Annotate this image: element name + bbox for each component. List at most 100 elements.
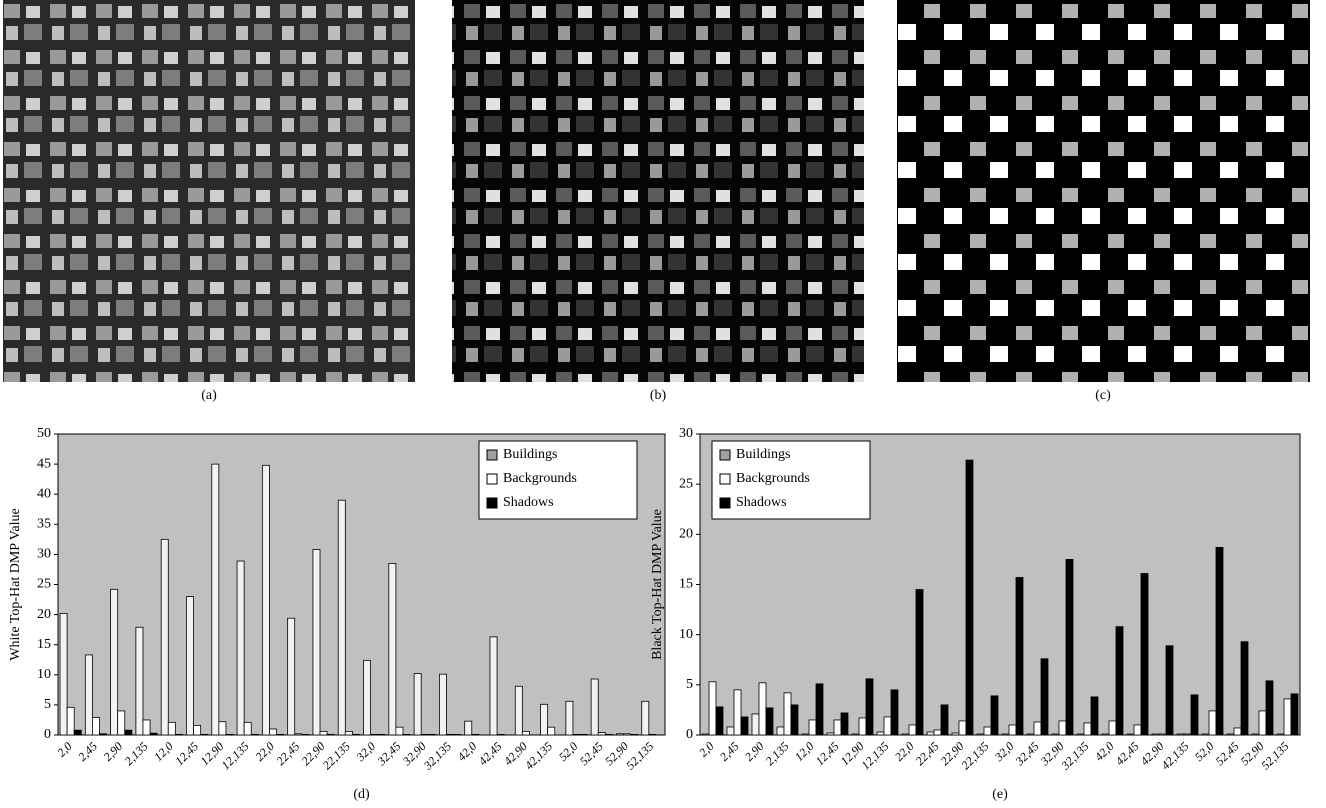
y-axis-label: Black Top-Hat DMP Value (650, 509, 665, 660)
bar (541, 704, 548, 735)
y-tick-label: 25 (37, 577, 51, 592)
bar (884, 717, 891, 735)
bar (624, 734, 631, 735)
bar (548, 727, 555, 735)
bar (295, 734, 302, 735)
bar (125, 730, 132, 735)
bar (1166, 646, 1173, 735)
bar (1191, 695, 1198, 735)
bar (1159, 734, 1166, 735)
bar (302, 734, 309, 735)
x-tick-label: 2,90 (101, 739, 126, 764)
legend-swatch (720, 450, 730, 460)
bar (85, 655, 92, 735)
bar (752, 714, 759, 735)
bar (175, 734, 182, 735)
panel-caption: (b) (650, 388, 667, 403)
x-tick-label: 52,45 (1213, 739, 1242, 768)
bar (288, 618, 295, 735)
figure: (a) (b) (c) 051015202530354045502,02,452… (0, 0, 1326, 808)
bar (1234, 728, 1241, 735)
bar (591, 679, 598, 735)
x-tick-label: 2,0 (54, 739, 75, 760)
x-tick-label: 12,0 (151, 739, 176, 764)
bar (852, 734, 859, 735)
bar (428, 734, 435, 735)
y-tick-label: 30 (679, 426, 693, 441)
x-tick-label: 12,135 (219, 739, 252, 772)
x-tick-label: 22,0 (892, 739, 917, 764)
bar (396, 727, 403, 735)
bar (959, 721, 966, 735)
bar (841, 713, 848, 735)
bar (734, 690, 741, 735)
bar (834, 720, 841, 735)
bar (67, 707, 74, 735)
x-tick-label: 32,45 (1012, 739, 1042, 769)
bar (371, 734, 378, 735)
bar (1241, 642, 1248, 735)
bar (1152, 734, 1159, 735)
bar (237, 561, 244, 735)
x-tick-label: 52,135 (623, 739, 656, 772)
y-tick-label: 10 (679, 627, 693, 642)
x-tick-label: 32,135 (1058, 739, 1092, 773)
y-tick-label: 25 (679, 476, 693, 491)
bar (389, 563, 396, 735)
legend-label: Backgrounds (736, 471, 810, 486)
x-tick-label: 42,45 (1113, 739, 1142, 768)
bar (1077, 734, 1084, 735)
image-c (897, 0, 1310, 382)
x-tick-label: 32,0 (991, 739, 1016, 764)
bar (490, 637, 497, 735)
x-tick-label: 52,135 (1258, 739, 1291, 772)
bar (226, 734, 233, 735)
bar (642, 701, 649, 735)
bar (1041, 659, 1048, 735)
x-tick-label: 2,135 (122, 739, 151, 768)
bar (952, 733, 959, 735)
bar (1084, 723, 1091, 735)
bar (1259, 711, 1266, 735)
bar (497, 734, 504, 735)
bar (1216, 547, 1223, 735)
x-tick-label: 2,45 (75, 739, 100, 764)
x-tick-label: 22,135 (320, 739, 353, 772)
bar (1091, 697, 1098, 735)
bar (1277, 734, 1284, 735)
y-tick-label: 20 (679, 527, 693, 542)
bar (219, 722, 226, 735)
bar (977, 734, 984, 735)
bar (327, 734, 334, 735)
bar (827, 733, 834, 735)
bar (984, 727, 991, 735)
x-tick-label: 52,0 (556, 739, 581, 764)
bar (522, 731, 529, 735)
bar (92, 718, 99, 735)
x-tick-label: 42,135 (522, 739, 555, 772)
bar (364, 660, 371, 735)
bar (338, 500, 345, 735)
bar (759, 683, 766, 735)
bar (320, 731, 327, 735)
bar (1284, 699, 1291, 735)
x-tick-label: 42,45 (476, 739, 505, 768)
bar (1209, 711, 1216, 735)
bar (201, 734, 208, 735)
bar (1016, 577, 1023, 735)
bar (909, 725, 916, 735)
bar (439, 674, 446, 735)
bar (1034, 722, 1041, 735)
x-tick-label: 42,0 (455, 739, 480, 764)
chart-caption: (d) (353, 787, 370, 802)
bar (378, 734, 385, 735)
image-a (3, 0, 415, 382)
bar (1009, 725, 1016, 735)
bar (709, 682, 716, 735)
bar (809, 720, 816, 735)
bar (465, 721, 472, 735)
bar (1116, 627, 1123, 735)
bar (118, 711, 125, 735)
bar (1266, 681, 1273, 735)
bar (649, 734, 656, 735)
